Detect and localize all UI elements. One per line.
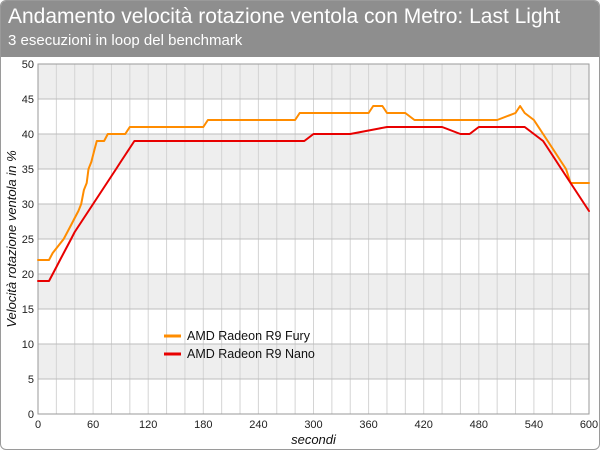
y-tick-label: 0 — [28, 409, 34, 421]
x-tick-label: 240 — [249, 419, 267, 431]
x-tick-label: 120 — [139, 419, 157, 431]
x-tick-label: 600 — [580, 419, 598, 431]
y-tick-label: 40 — [22, 129, 34, 141]
horizontal-gridlines — [37, 63, 590, 415]
y-tick-label: 30 — [22, 199, 34, 211]
x-tick-label: 420 — [415, 419, 433, 431]
x-tick-label: 360 — [359, 419, 377, 431]
x-tick-label: 540 — [525, 419, 543, 431]
x-tick-label: 0 — [35, 419, 41, 431]
x-tick-label: 60 — [87, 419, 99, 431]
y-axis-ticks: 0 5 10 15 20 25 30 35 40 45 50 — [22, 59, 34, 421]
chart-header: Andamento velocità rotazione ventola con… — [1, 1, 599, 57]
y-tick-label: 10 — [22, 339, 34, 351]
x-tick-label: 180 — [194, 419, 212, 431]
legend: AMD Radeon R9 Fury AMD Radeon R9 Nano — [164, 329, 315, 361]
y-tick-label: 50 — [22, 59, 34, 71]
legend-label: AMD Radeon R9 Fury — [187, 329, 311, 343]
chart-subtitle: 3 esecuzioni in loop del benchmark — [8, 32, 243, 49]
y-tick-label: 5 — [28, 374, 34, 386]
y-tick-label: 35 — [22, 164, 34, 176]
series-line-nano — [37, 126, 590, 282]
y-tick-label: 45 — [22, 94, 34, 106]
y-tick-label: 20 — [22, 269, 34, 281]
plot-border — [37, 63, 590, 415]
y-tick-label: 15 — [22, 304, 34, 316]
y-axis-label: Velocità rotazione ventola in % — [4, 150, 19, 327]
chart-title: Andamento velocità rotazione ventola con… — [8, 5, 561, 28]
x-tick-label: 480 — [470, 419, 488, 431]
x-tick-label: 300 — [304, 419, 322, 431]
y-tick-label: 25 — [22, 234, 34, 246]
series-lines — [37, 105, 590, 282]
x-axis-ticks: 0 60 120 180 240 300 360 420 480 540 600 — [35, 419, 598, 431]
legend-label: AMD Radeon R9 Nano — [187, 347, 315, 361]
series-line-fury — [37, 105, 590, 261]
x-axis-label: secondi — [291, 432, 337, 447]
